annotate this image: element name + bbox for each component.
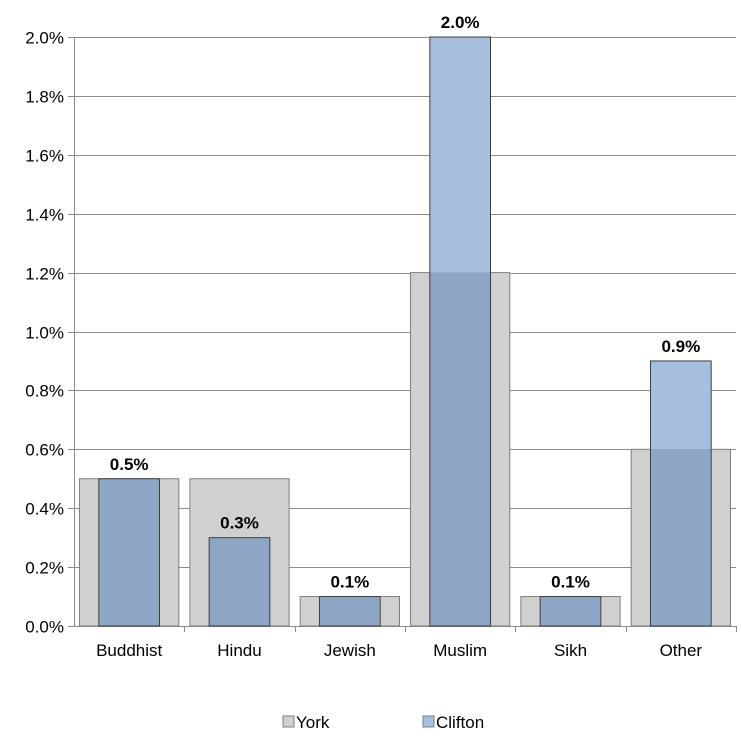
x-tick-label: Sikh: [554, 641, 587, 660]
x-tick-label: Jewish: [324, 641, 376, 660]
bar-clifton-overlap: [319, 596, 381, 626]
y-tick-label: 2.0%: [25, 29, 64, 48]
bar-clifton-outline: [539, 596, 602, 627]
data-label: 0.5%: [110, 455, 149, 474]
y-tick-label: 0.2%: [25, 559, 64, 578]
bar-clifton-overlap: [650, 449, 712, 626]
data-label: 0.9%: [661, 337, 700, 356]
x-tick-label: Muslim: [433, 641, 487, 660]
y-tick-label: 1.0%: [25, 324, 64, 343]
data-label: 2.0%: [441, 13, 480, 32]
x-tick-label: Hindu: [217, 641, 261, 660]
legend-label: York: [296, 713, 330, 732]
bar-clifton-upper: [429, 37, 491, 273]
legend-label: Clifton: [436, 713, 484, 732]
legend-swatch: [282, 715, 295, 728]
bar-clifton-outline: [429, 36, 492, 627]
data-label: 0.1%: [551, 573, 590, 592]
bar-clifton-overlap: [209, 537, 270, 626]
bar-clifton-overlap: [540, 596, 601, 626]
x-tick-label: Buddhist: [96, 641, 162, 660]
x-tick-label: Other: [660, 641, 703, 660]
legend-swatch: [422, 715, 435, 728]
bar-clifton-outline: [208, 537, 271, 627]
data-label: 0.1%: [330, 573, 369, 592]
bar-clifton-upper: [650, 360, 712, 450]
y-tick-label: 1.4%: [25, 206, 64, 225]
y-tick-label: 1.2%: [25, 265, 64, 284]
y-tick-label: 0.0%: [25, 618, 64, 637]
y-tick-label: 0.4%: [25, 500, 64, 519]
y-tick-label: 1.8%: [25, 88, 64, 107]
bar-clifton-outline: [318, 596, 381, 627]
data-label: 0.3%: [220, 514, 259, 533]
bar-clifton-outline: [649, 360, 712, 627]
bar-clifton-overlap: [98, 478, 160, 626]
y-tick-label: 0.6%: [25, 441, 64, 460]
bar-clifton-outline: [98, 478, 161, 627]
y-tick-label: 1.6%: [25, 147, 64, 166]
y-tick-label: 0.8%: [25, 382, 64, 401]
bar-clifton-overlap: [429, 272, 491, 626]
